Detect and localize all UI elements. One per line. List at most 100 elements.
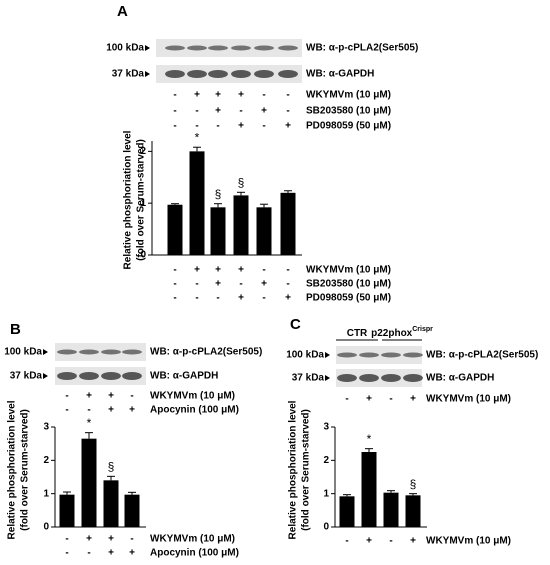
blot-label: WB: α-p-cPLA2(Ser505) bbox=[426, 350, 538, 361]
annotation: * bbox=[195, 130, 200, 144]
treatment-sign: - bbox=[173, 293, 176, 304]
blot-band bbox=[231, 45, 251, 51]
blot-band bbox=[403, 352, 423, 358]
blot-band bbox=[165, 45, 185, 51]
treatment-sign: - bbox=[216, 293, 219, 304]
error-bar bbox=[193, 146, 201, 152]
blot-band bbox=[187, 70, 207, 78]
treatment-sign: - bbox=[239, 279, 242, 290]
bar bbox=[361, 452, 377, 527]
treatment-sign: - bbox=[130, 391, 133, 402]
error-bar bbox=[63, 491, 71, 495]
blot bbox=[336, 369, 422, 387]
marker-arrow bbox=[43, 373, 48, 379]
error-bar bbox=[237, 191, 245, 196]
treatment-sign: - bbox=[65, 548, 68, 559]
y-axis-label: Relative phosphoriation level bbox=[7, 400, 18, 539]
panel: A 100 kDa WB: α-p-cPLA2(Ser505) 37 kDa WB: α… bbox=[106, 3, 418, 304]
treatment-sign: - bbox=[262, 265, 265, 276]
treatment-sign: + bbox=[238, 90, 244, 101]
blot-band bbox=[122, 372, 142, 380]
treatment-sign: - bbox=[195, 279, 198, 290]
treatment-sign: - bbox=[262, 293, 265, 304]
treatment-sign: + bbox=[366, 394, 372, 405]
treatment-sign: + bbox=[215, 106, 221, 117]
marker-arrow bbox=[325, 375, 330, 381]
blot bbox=[156, 39, 302, 57]
treatment-sign: - bbox=[262, 121, 265, 132]
y-tick-label: 1 bbox=[43, 488, 49, 499]
bar bbox=[233, 195, 249, 255]
annotation: § bbox=[108, 460, 115, 474]
blot-band bbox=[101, 349, 121, 355]
annotation: * bbox=[367, 432, 372, 446]
blot-marker: 37 kDa bbox=[292, 373, 325, 384]
panel-letter: A bbox=[117, 3, 128, 20]
blot bbox=[156, 65, 302, 83]
treatment-sign: + bbox=[108, 548, 114, 559]
treatment-sign: - bbox=[262, 90, 265, 101]
blot-label: WB: α-p-cPLA2(Ser505) bbox=[150, 347, 262, 358]
blot-band bbox=[165, 70, 185, 78]
error-bar bbox=[387, 490, 395, 493]
treatment-sign: + bbox=[410, 394, 416, 405]
error-bar bbox=[365, 448, 373, 452]
blot-band bbox=[208, 45, 228, 51]
treatment-sign: + bbox=[108, 534, 114, 545]
error-bar bbox=[284, 190, 292, 193]
error-bar bbox=[107, 475, 115, 481]
y-axis-label: (fold over Serum-starved) bbox=[20, 409, 31, 531]
blot-marker: 37 kDa bbox=[112, 69, 145, 80]
y-axis-label: (fold over Serum-starved) bbox=[301, 409, 312, 531]
treatment-name: WKYMVm (10 μM) bbox=[306, 265, 391, 276]
bar bbox=[383, 492, 399, 527]
treatment-name: SB203580 (10 μM) bbox=[306, 106, 391, 117]
blot-band bbox=[254, 45, 274, 51]
treatment-sign: - bbox=[286, 106, 289, 117]
treatment-sign: + bbox=[86, 534, 92, 545]
error-bar bbox=[214, 203, 222, 208]
treatment-sign: - bbox=[345, 394, 348, 405]
treatment-name: WKYMVm (10 μM) bbox=[426, 394, 511, 405]
group-name: CTR bbox=[347, 328, 368, 339]
treatment-sign: + bbox=[108, 405, 114, 416]
blot-band bbox=[381, 352, 401, 358]
blot-label: WB: α-GAPDH bbox=[306, 69, 374, 80]
blot-band bbox=[208, 70, 228, 78]
panel: B 100 kDa WB: α-p-cPLA2(Ser505) 37 kDa WB: α… bbox=[4, 321, 262, 559]
error-bar bbox=[171, 203, 179, 205]
bar bbox=[339, 496, 355, 527]
annotation: § bbox=[215, 187, 222, 201]
blot-band bbox=[381, 374, 401, 382]
treatment-name: WKYMVm (10 μM) bbox=[306, 90, 391, 101]
blot-band bbox=[122, 349, 142, 355]
treatment-sign: - bbox=[286, 279, 289, 290]
blot-band bbox=[359, 374, 379, 382]
blot-band bbox=[403, 374, 423, 382]
y-tick-label: 2 bbox=[43, 455, 49, 466]
group-label: p22phoxCrispr bbox=[371, 326, 433, 339]
treatment-sign: - bbox=[195, 121, 198, 132]
treatment-sign: + bbox=[86, 391, 92, 402]
bar bbox=[256, 207, 272, 255]
bar bbox=[280, 192, 296, 255]
bar bbox=[81, 438, 97, 527]
y-axis-label: (fold over Serum-starved) bbox=[136, 139, 147, 261]
treatment-sign: + bbox=[238, 265, 244, 276]
bar bbox=[189, 151, 205, 255]
treatment-sign: - bbox=[130, 534, 133, 545]
y-tick-label: 0 bbox=[140, 250, 146, 261]
treatment-sign: - bbox=[389, 536, 392, 547]
bar bbox=[124, 494, 140, 527]
y-tick-label: 1 bbox=[323, 488, 329, 499]
y-tick-label: 1 bbox=[140, 198, 146, 209]
bar bbox=[59, 494, 75, 527]
blot-band bbox=[57, 372, 77, 380]
group-label: CTR bbox=[347, 328, 368, 339]
treatment-name: PD098059 (50 μM) bbox=[306, 121, 391, 132]
y-axis-label: Relative phosphoriation level bbox=[123, 130, 134, 269]
treatment-sign: + bbox=[194, 90, 200, 101]
panel: C CTR p22phoxCrispr 100 kDa WB: α-p-cPLA2(Se… bbox=[286, 316, 538, 547]
treatment-name: SB203580 (10 μM) bbox=[306, 279, 391, 290]
